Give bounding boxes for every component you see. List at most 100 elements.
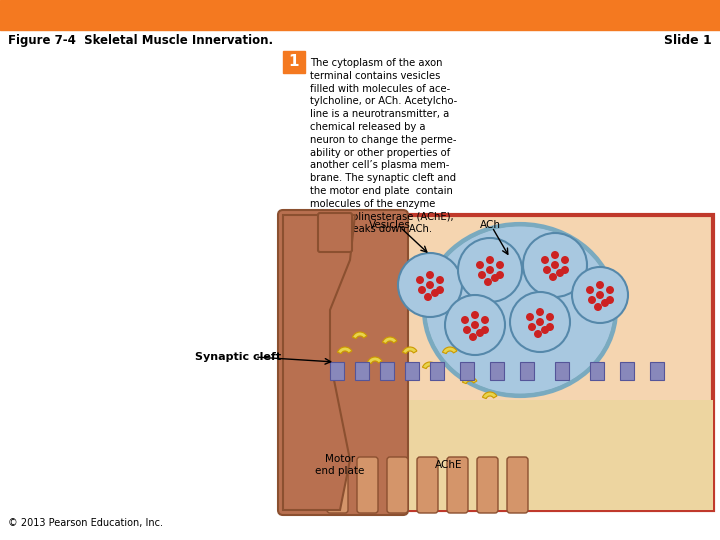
Circle shape [601, 299, 609, 307]
FancyBboxPatch shape [387, 457, 408, 513]
Circle shape [471, 321, 479, 329]
Bar [520, 362, 534, 380]
Circle shape [436, 276, 444, 284]
Circle shape [426, 281, 434, 289]
Bar [405, 362, 419, 380]
FancyBboxPatch shape [477, 457, 498, 513]
Circle shape [469, 333, 477, 341]
Circle shape [596, 281, 604, 289]
Circle shape [536, 318, 544, 326]
Circle shape [536, 308, 544, 316]
Circle shape [561, 256, 569, 264]
FancyBboxPatch shape [507, 457, 528, 513]
Bar [590, 362, 604, 380]
Circle shape [526, 313, 534, 321]
Circle shape [478, 271, 486, 279]
Bar [460, 362, 474, 380]
Circle shape [398, 253, 462, 317]
Circle shape [486, 256, 494, 264]
Circle shape [546, 313, 554, 321]
Circle shape [458, 238, 522, 302]
FancyBboxPatch shape [417, 457, 438, 513]
Bar [430, 362, 444, 380]
Circle shape [606, 296, 614, 304]
Text: Synaptic cleft: Synaptic cleft [195, 352, 281, 362]
Text: Slide 1: Slide 1 [665, 33, 712, 46]
Wedge shape [353, 332, 367, 339]
Wedge shape [443, 347, 457, 354]
Wedge shape [462, 377, 477, 383]
Circle shape [596, 291, 604, 299]
Circle shape [445, 295, 505, 355]
Circle shape [541, 326, 549, 334]
Circle shape [426, 271, 434, 279]
Bar [650, 362, 664, 380]
Circle shape [534, 330, 542, 338]
Circle shape [424, 293, 432, 301]
Wedge shape [423, 362, 437, 369]
Text: © 2013 Pearson Education, Inc.: © 2013 Pearson Education, Inc. [8, 518, 163, 528]
Bar [380, 362, 394, 380]
Bar [490, 362, 504, 380]
Circle shape [496, 261, 504, 269]
Circle shape [551, 251, 559, 259]
Circle shape [523, 233, 587, 297]
Circle shape [463, 326, 471, 334]
Circle shape [546, 323, 554, 331]
FancyBboxPatch shape [278, 210, 408, 515]
Circle shape [476, 329, 484, 337]
FancyBboxPatch shape [357, 457, 378, 513]
Circle shape [471, 311, 479, 319]
Text: Figure 7-4  Skeletal Muscle Innervation.: Figure 7-4 Skeletal Muscle Innervation. [8, 33, 273, 46]
Bar [620, 362, 634, 380]
FancyBboxPatch shape [327, 457, 348, 513]
Text: Motor
end plate: Motor end plate [315, 454, 365, 476]
Text: AChE: AChE [435, 460, 462, 470]
Circle shape [418, 286, 426, 294]
Wedge shape [367, 357, 382, 363]
Bar [355, 362, 369, 380]
Ellipse shape [425, 225, 615, 395]
Circle shape [496, 271, 504, 279]
Wedge shape [338, 347, 352, 354]
Text: The cytoplasm of the axon
terminal contains vesicles
filled with molecules of ac: The cytoplasm of the axon terminal conta… [310, 58, 457, 234]
Circle shape [481, 316, 489, 324]
Bar [0, 0, 720, 30]
Bar [555, 362, 569, 380]
Circle shape [416, 276, 424, 284]
Bar [283, 51, 305, 73]
Text: 1: 1 [289, 55, 300, 70]
Circle shape [510, 292, 570, 352]
Wedge shape [402, 347, 417, 354]
Circle shape [551, 261, 559, 269]
Circle shape [572, 267, 628, 323]
Circle shape [594, 303, 602, 311]
Circle shape [541, 256, 549, 264]
Text: ACh: ACh [480, 220, 500, 230]
Circle shape [486, 266, 494, 274]
Circle shape [491, 274, 499, 282]
Circle shape [481, 326, 489, 334]
Circle shape [431, 289, 439, 297]
Wedge shape [482, 392, 497, 399]
Circle shape [586, 286, 594, 294]
Wedge shape [382, 337, 397, 343]
Circle shape [528, 323, 536, 331]
Circle shape [606, 286, 614, 294]
Text: Vesicles: Vesicles [369, 220, 411, 230]
Circle shape [561, 266, 569, 274]
Circle shape [476, 261, 484, 269]
Bar [283, 400, 713, 510]
Bar [330, 362, 344, 380]
FancyBboxPatch shape [447, 457, 468, 513]
Circle shape [588, 296, 596, 304]
Circle shape [556, 269, 564, 277]
Circle shape [549, 273, 557, 281]
Circle shape [484, 278, 492, 286]
Polygon shape [283, 215, 355, 510]
Circle shape [436, 286, 444, 294]
FancyBboxPatch shape [318, 213, 352, 252]
Bar [283, 215, 713, 510]
Circle shape [461, 316, 469, 324]
Circle shape [543, 266, 551, 274]
